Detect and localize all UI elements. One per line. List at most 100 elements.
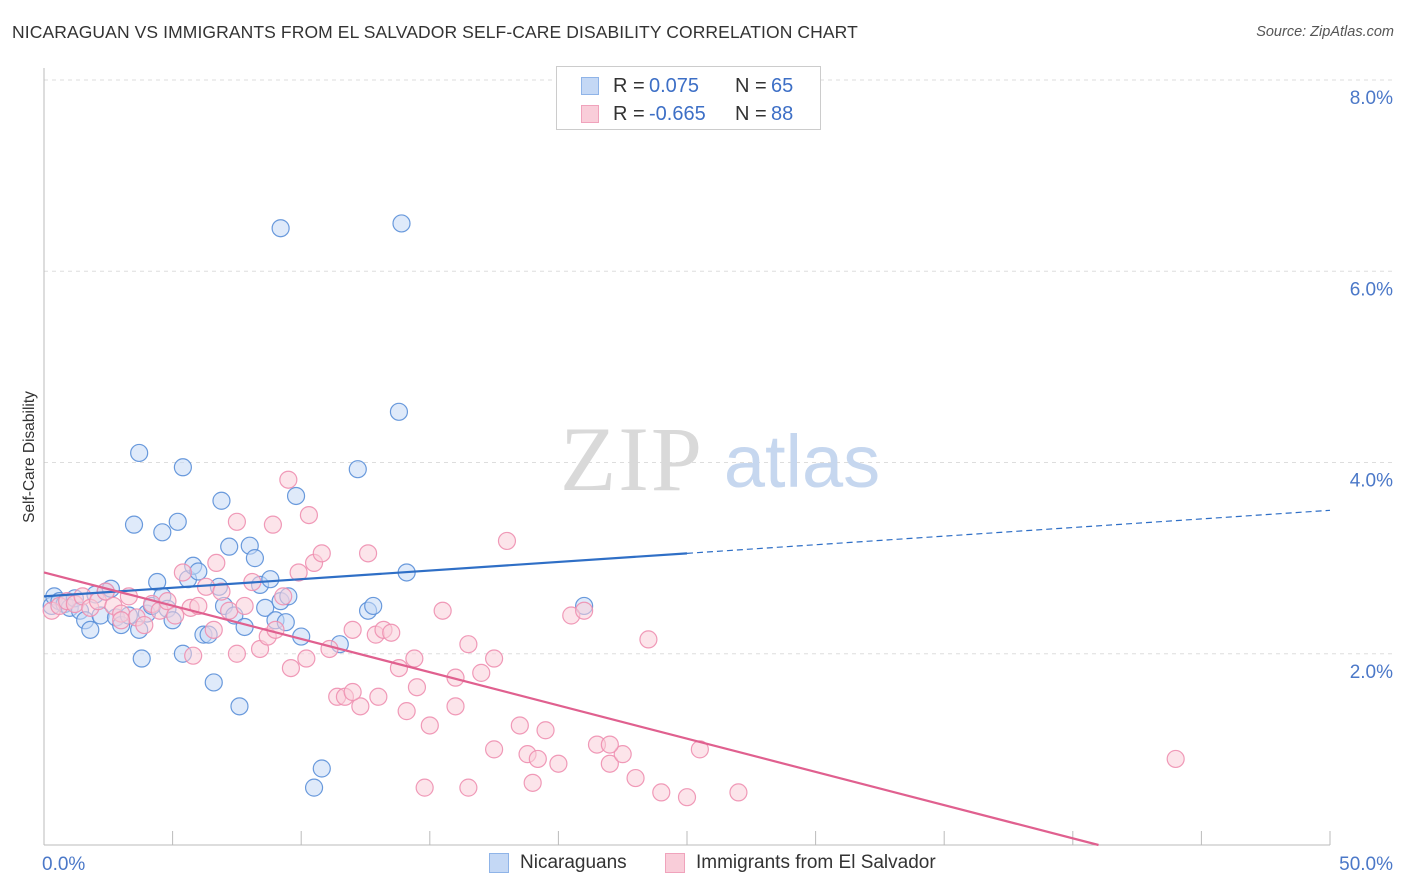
watermark: ZIP atlas — [560, 408, 880, 510]
data-point — [189, 562, 208, 581]
data-point — [677, 788, 697, 807]
data-point — [549, 754, 568, 773]
data-point — [168, 512, 187, 531]
data-point — [312, 759, 331, 778]
data-point — [227, 512, 246, 531]
data-point — [274, 587, 293, 606]
legend-swatch-nicaraguans — [581, 77, 599, 95]
data-point — [405, 649, 424, 668]
series-legend: Nicaraguans Immigrants from El Salvador — [0, 852, 1406, 876]
data-point — [184, 646, 203, 665]
data-point — [600, 735, 619, 754]
data-point — [343, 682, 362, 702]
data-point — [281, 658, 301, 678]
legend-r-label: R = — [613, 102, 645, 125]
source-label: Source: ZipAtlas.com — [1256, 24, 1394, 40]
data-point — [220, 537, 239, 556]
legend-label-nicaraguans: Nicaraguans — [520, 852, 627, 873]
data-point — [135, 615, 154, 635]
trend-line-el-salvador — [43, 571, 1099, 847]
data-point — [204, 673, 223, 692]
data-point — [245, 549, 265, 568]
data-point — [312, 544, 331, 563]
data-point — [279, 470, 298, 489]
legend-swatch-el-salvador — [665, 853, 685, 873]
legend-n-value: 88 — [771, 102, 794, 125]
data-point — [420, 716, 439, 735]
data-point — [286, 486, 306, 506]
data-point — [263, 515, 283, 534]
legend-r-value: -0.665 — [649, 102, 706, 125]
data-point — [652, 783, 671, 802]
data-point — [459, 635, 478, 654]
data-point — [132, 649, 151, 668]
legend-r-value: 0.075 — [649, 74, 700, 97]
data-point — [613, 745, 632, 764]
data-point — [459, 778, 478, 797]
gridlines — [44, 79, 1392, 655]
stats-legend: R = 0.075 N = 65 R = -0.665 N = 88 — [556, 66, 821, 130]
data-point — [299, 505, 319, 525]
data-point — [348, 460, 367, 479]
y-tick-label: 4.0% — [1350, 471, 1393, 492]
data-point — [153, 523, 172, 542]
data-point — [626, 768, 645, 788]
legend-n-label: N = — [735, 102, 767, 125]
series-el-salvador — [42, 470, 1185, 807]
data-point — [130, 443, 149, 463]
chart-title: NICARAGUAN VS IMMIGRANTS FROM EL SALVADO… — [12, 22, 858, 42]
data-point — [497, 531, 517, 551]
data-point — [304, 778, 324, 797]
legend-swatch-nicaraguans — [489, 853, 509, 873]
y-tick-label: 6.0% — [1350, 279, 1393, 300]
data-point — [433, 601, 452, 620]
data-point — [289, 563, 308, 582]
y-tick-label: 2.0% — [1350, 662, 1393, 683]
data-points — [42, 214, 1185, 807]
trend-lines — [43, 509, 1331, 847]
legend-swatch-el-salvador — [581, 105, 599, 123]
x-tick-label: 50.0% — [1339, 854, 1393, 875]
data-point — [112, 611, 131, 630]
data-point — [472, 663, 491, 682]
data-point — [536, 721, 555, 740]
data-point — [446, 697, 465, 716]
data-point — [271, 219, 290, 238]
data-point — [230, 697, 249, 716]
data-point — [173, 458, 192, 477]
data-point — [639, 630, 658, 649]
data-point — [81, 620, 100, 639]
data-point — [575, 601, 594, 620]
data-point — [320, 639, 339, 659]
data-point — [382, 623, 401, 642]
data-point — [212, 491, 231, 510]
series-nicaraguans — [42, 214, 594, 797]
legend-r-label: R = — [613, 74, 645, 97]
y-tick-labels: 2.0% 4.0% 6.0% 8.0% — [1350, 88, 1393, 683]
legend-label-el-salvador: Immigrants from El Salvador — [696, 852, 936, 873]
data-point — [510, 716, 529, 735]
data-point — [364, 596, 383, 616]
legend-item-el-salvador[interactable]: Immigrants from El Salvador — [665, 852, 936, 874]
data-point — [227, 644, 246, 663]
watermark-zip: ZIP — [560, 408, 704, 510]
data-point — [389, 402, 409, 421]
data-point — [351, 697, 370, 716]
data-point — [523, 773, 542, 792]
data-point — [415, 778, 434, 797]
legend-item-nicaraguans[interactable]: Nicaraguans — [489, 852, 627, 874]
data-point — [397, 702, 416, 721]
data-point — [124, 515, 144, 534]
x-tick-labels: 0.0% 50.0% — [42, 854, 1393, 875]
data-point — [173, 563, 192, 582]
data-point — [235, 596, 254, 616]
data-point — [407, 678, 427, 697]
data-point — [392, 214, 411, 233]
data-point — [261, 570, 280, 589]
data-point — [729, 783, 748, 802]
legend-n-value: 65 — [771, 74, 794, 97]
data-point — [528, 749, 547, 769]
axes — [43, 68, 1331, 846]
data-point — [485, 740, 504, 759]
